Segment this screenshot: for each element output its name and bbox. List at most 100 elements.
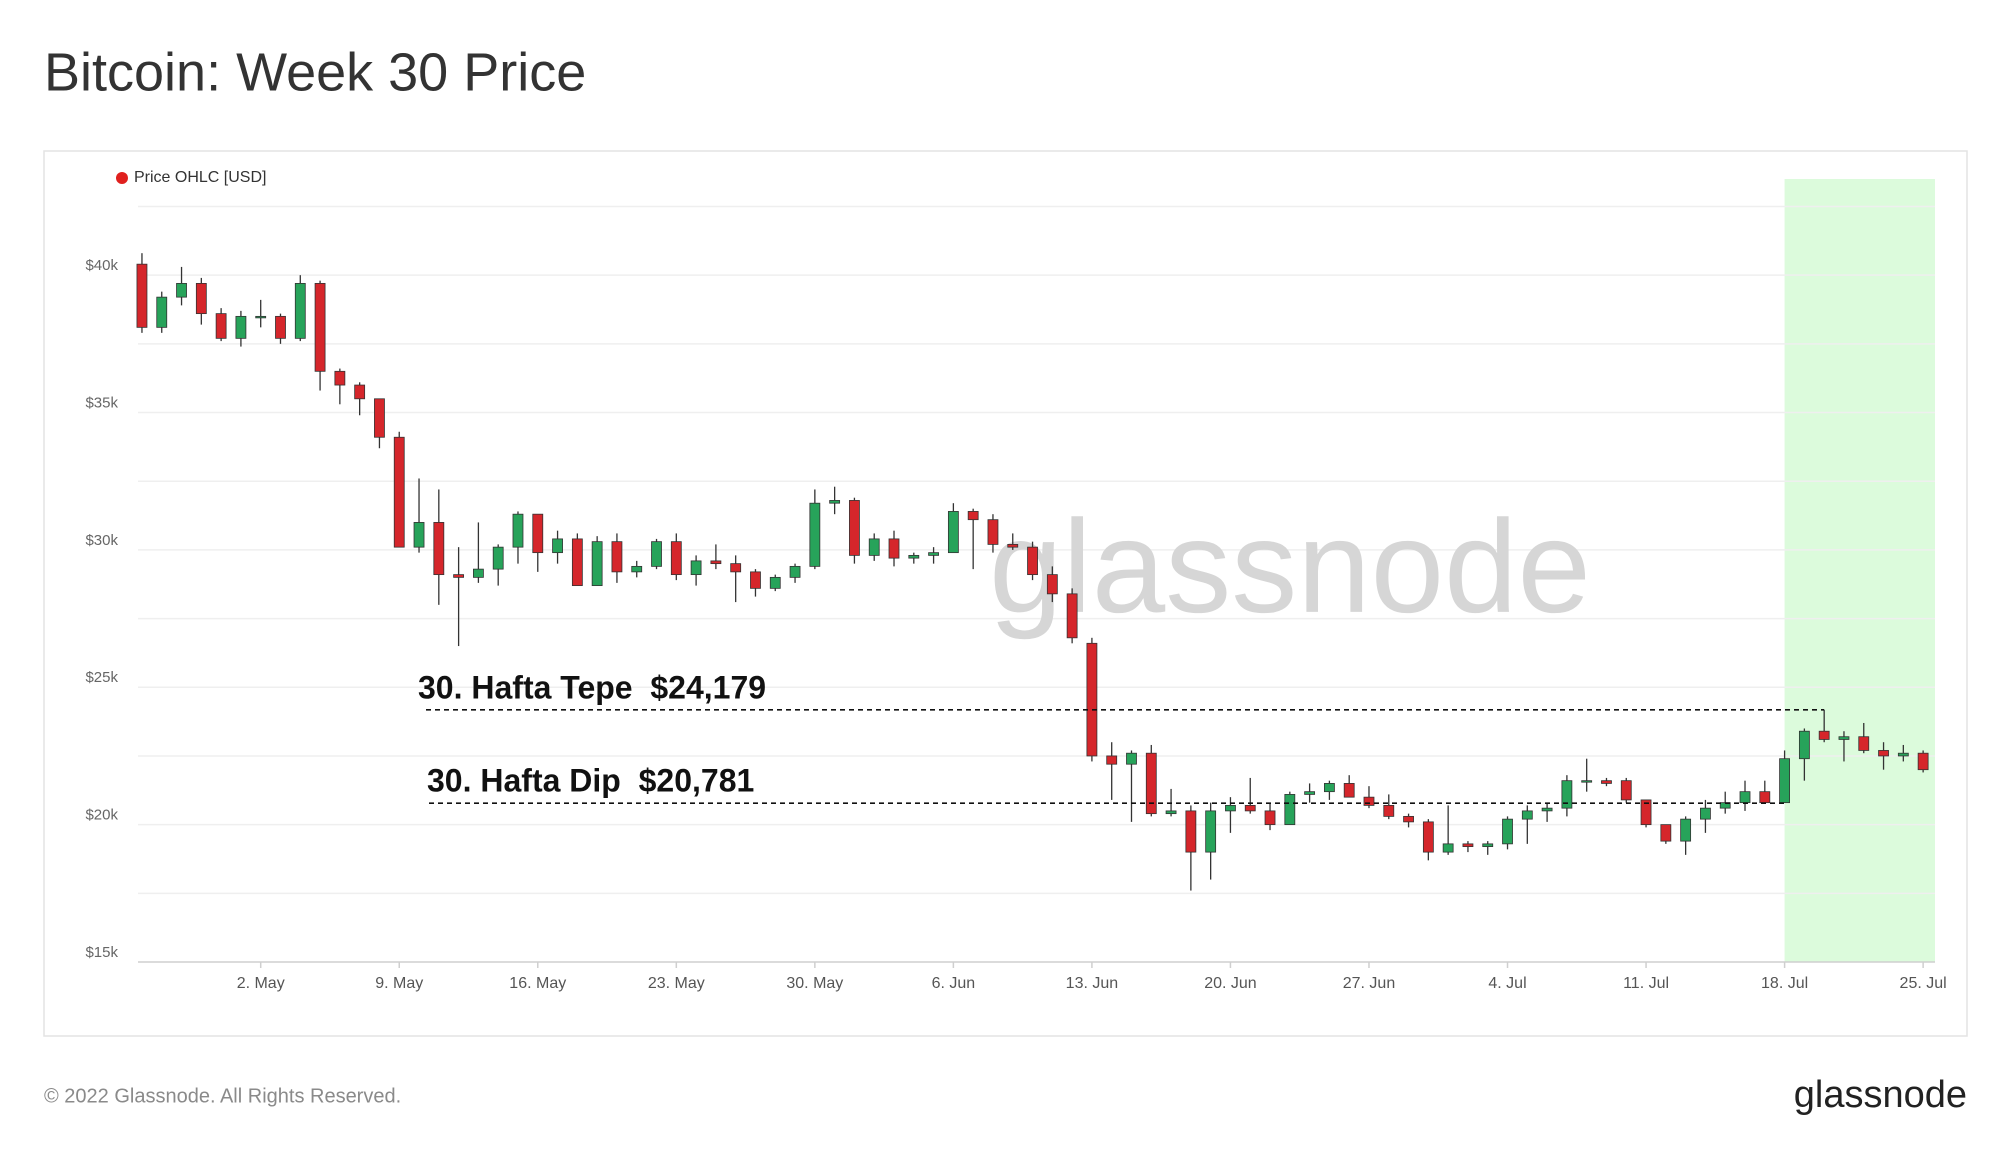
candle-body	[1304, 791, 1316, 795]
candle-body	[1422, 821, 1434, 853]
y-tick-label: $25k	[85, 669, 118, 686]
candle-body	[829, 500, 841, 504]
candle-body	[1858, 736, 1870, 751]
candle-body	[1561, 780, 1573, 809]
candle-body	[1007, 544, 1019, 548]
candle-body	[195, 282, 207, 315]
candle-body	[710, 560, 722, 565]
y-tick-label: $35k	[85, 394, 118, 411]
candle-body	[849, 500, 860, 556]
x-tick-label: 2. May	[237, 975, 285, 992]
candle-body	[1818, 730, 1830, 740]
candle-body	[571, 538, 583, 587]
y-tick-label: $40k	[85, 257, 118, 274]
candle-body	[928, 552, 939, 556]
candle-body	[334, 370, 346, 386]
candle-body	[492, 546, 504, 570]
logo: glassnode	[1794, 1074, 1967, 1116]
annotation-label: 30. Hafta Tepe $24,179	[418, 669, 766, 705]
candle-body	[433, 522, 445, 576]
candle-body	[1897, 752, 1909, 757]
candle-body	[1442, 843, 1454, 853]
candle-body	[868, 538, 880, 556]
x-tick-label: 23. May	[648, 975, 705, 992]
candle-body	[473, 568, 484, 578]
x-tick-label: 16. May	[509, 975, 566, 992]
candle-body	[1601, 780, 1612, 784]
candle-body	[1324, 783, 1335, 793]
footer: © 2022 Glassnode. All Rights Reserved.	[44, 1085, 401, 1107]
candle-body	[275, 315, 286, 339]
x-tick-label: 27. Jun	[1343, 975, 1395, 992]
candle-body	[631, 565, 643, 573]
candle-body	[1482, 843, 1494, 848]
candle-body	[413, 522, 425, 548]
candle-body	[670, 541, 682, 576]
candle-body	[888, 538, 900, 559]
candle-body	[1264, 810, 1276, 826]
candle-body	[255, 315, 267, 319]
candle-body	[947, 511, 959, 554]
candle-body	[1521, 810, 1533, 820]
candle-body	[1462, 843, 1474, 848]
candle-body	[987, 519, 999, 545]
candle-body	[1363, 796, 1375, 806]
annotation-label: 30. Hafta Dip $20,781	[427, 763, 754, 799]
candle-body	[1541, 807, 1553, 812]
candle-body	[1225, 805, 1236, 812]
y-tick-label: $30k	[85, 532, 118, 549]
candle-body	[690, 560, 702, 576]
candle-body	[156, 296, 168, 328]
candle-body	[1046, 574, 1058, 595]
candle-body	[374, 398, 385, 438]
x-tick-label: 20. Jun	[1204, 975, 1256, 992]
candle-body	[1185, 810, 1197, 853]
candle-body	[512, 513, 524, 548]
candle-body	[1502, 818, 1513, 845]
candle-body	[1106, 755, 1118, 765]
candle-body	[215, 313, 227, 339]
y-tick-label: $15k	[85, 944, 118, 961]
candle-body	[1086, 642, 1098, 757]
candle-body	[453, 574, 465, 578]
x-tick-label: 9. May	[375, 975, 423, 992]
candle-body	[1343, 783, 1355, 798]
candle-body	[1027, 546, 1038, 576]
candle-body	[1798, 730, 1810, 760]
candle-body	[176, 282, 187, 298]
candle-body	[1581, 780, 1593, 783]
candle-body	[1680, 818, 1692, 842]
highlight-region	[1784, 179, 1935, 962]
candle-body	[1383, 805, 1395, 817]
x-tick-label: 11. Jul	[1623, 975, 1669, 992]
candle-body	[730, 563, 742, 573]
candle-body	[908, 554, 920, 559]
chart-frame	[43, 150, 1968, 1037]
x-tick-label: 6. Jun	[932, 975, 976, 992]
candle-body	[1779, 758, 1790, 804]
candle-body	[294, 282, 306, 339]
x-tick-label: 30. May	[786, 975, 843, 992]
candle-body	[1878, 750, 1889, 757]
watermark: glassnode	[989, 493, 1591, 640]
x-tick-label: 25. Jul	[1900, 975, 1947, 992]
candle-body	[769, 576, 781, 589]
candle-body	[967, 511, 979, 521]
candle-body	[591, 541, 603, 587]
x-tick-label: 13. Jun	[1066, 975, 1118, 992]
candle-body	[1244, 805, 1256, 812]
candle-body	[136, 263, 148, 328]
legend-label: Price OHLC [USD]	[134, 169, 266, 186]
candle-body	[789, 565, 801, 578]
candle-body	[235, 315, 247, 339]
candle-body	[1165, 810, 1177, 815]
candle-body	[1066, 593, 1078, 639]
y-tick-label: $20k	[85, 807, 118, 824]
candle-body	[532, 513, 544, 554]
candle-body	[1205, 810, 1217, 853]
candle-body	[314, 282, 326, 372]
candle-body	[809, 502, 821, 567]
candle-body	[1620, 780, 1632, 801]
